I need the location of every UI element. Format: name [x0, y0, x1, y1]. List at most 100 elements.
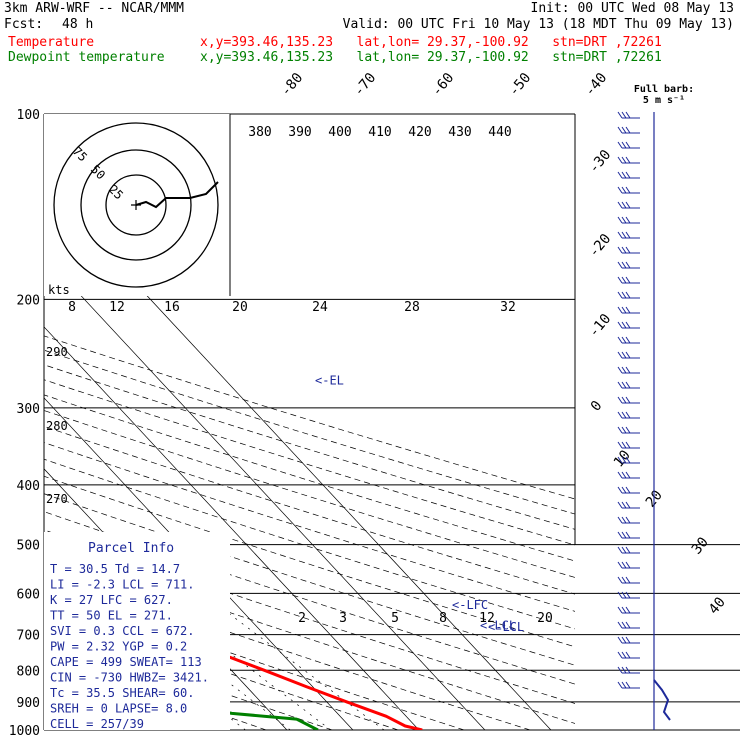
- mixing-ratio-label: 3: [339, 611, 347, 626]
- isotherm-label: 30: [689, 534, 712, 557]
- mixing-ratio-label: 12: [479, 611, 495, 626]
- parcel-info-row: LI = -2.3 LCL = 711.: [50, 578, 195, 592]
- barb-flag: [617, 276, 623, 284]
- hodograph-scale-tick: 28: [404, 300, 420, 315]
- barb-flag: [621, 111, 627, 119]
- dry-adiabat: [44, 442, 575, 612]
- barb-flag: [621, 126, 627, 134]
- barb-flag: [625, 561, 631, 569]
- hodograph-trace: [135, 181, 219, 209]
- barb-flag: [621, 681, 627, 689]
- barb-flag: [621, 636, 627, 644]
- isotherm-label: 40: [706, 594, 729, 617]
- barb-flag: [625, 576, 631, 584]
- hodograph-ring: [80, 149, 192, 261]
- barb-flag: [621, 156, 627, 164]
- barb-flag: [617, 411, 623, 419]
- barb-flag: [625, 471, 631, 479]
- barb-flag: [625, 411, 631, 419]
- barb-flag: [625, 381, 631, 389]
- barb-flag: [625, 261, 631, 269]
- barb-flag: [617, 426, 623, 434]
- barb-flag: [617, 441, 623, 449]
- barb-flag: [617, 306, 623, 314]
- parcel-info-panel: Parcel Info T = 30.5 Td = 14.7 LI = -2.3 …: [44, 532, 230, 731]
- wind-barbs: [617, 111, 671, 730]
- wind-barb: [617, 636, 640, 644]
- barb-flag: [617, 591, 623, 599]
- isotherm: [44, 397, 354, 730]
- isotherm-label: -70: [351, 70, 380, 100]
- barb-flag: [617, 531, 623, 539]
- barb-flag: [621, 261, 627, 269]
- wind-barb: [617, 471, 640, 479]
- parcel-info-row: TT = 50 EL = 271.: [50, 609, 173, 623]
- wind-barb: [617, 156, 640, 164]
- barb-flag: [621, 501, 627, 509]
- barb-flag: [621, 621, 627, 629]
- parcel-level-marker: <-LCL: [480, 619, 516, 633]
- wind-barb: [617, 261, 640, 269]
- barb-flag: [625, 531, 631, 539]
- temperature-trace: [44, 578, 423, 730]
- barb-flag: [621, 246, 627, 254]
- hodograph-scale-tick: 20: [232, 300, 248, 315]
- isotherm-label: -10: [586, 311, 615, 341]
- valid-time: Valid: 00 UTC Fri 10 May 13 (18 MDT Thu …: [342, 17, 734, 32]
- dry-adiabat: [44, 425, 575, 595]
- isotherm: [44, 255, 486, 730]
- barb-flag: [621, 291, 627, 299]
- barb-flag: [625, 666, 631, 674]
- parcel-info-row: CAPE = 499 SWEAT= 113: [50, 655, 202, 669]
- surface-wind-barbs: [653, 679, 671, 721]
- barb-flag: [625, 486, 631, 494]
- barb-flag: [625, 546, 631, 554]
- barb-flag: [617, 291, 623, 299]
- legend-temperature-info: x,y=393.46,135.23 lat,lon= 29.37,-100.92…: [200, 35, 662, 50]
- wind-barb: [617, 546, 640, 554]
- barb-flag: [621, 456, 627, 464]
- barb-flag: [617, 636, 623, 644]
- parcel-info-title: Parcel Info: [88, 541, 174, 556]
- barb-flag: [617, 561, 623, 569]
- mixing-ratio-label: 2: [298, 611, 306, 626]
- barb-flag: [621, 216, 627, 224]
- parcel-info-row: CIN = -730 HWBZ= 3421.: [50, 671, 209, 685]
- pressure-tick-100: 100: [17, 108, 40, 123]
- parcel-level-marker: <-LCL: [488, 620, 524, 634]
- barb-flag: [617, 516, 623, 524]
- barb-flag: [625, 396, 631, 404]
- barb-flag: [625, 336, 631, 344]
- wind-barb: [617, 336, 640, 344]
- wind-barb: [617, 531, 640, 539]
- parcel-level-marker: <-EL: [315, 374, 344, 388]
- theta-e-label: 390: [288, 125, 311, 140]
- theta-e-label: 380: [248, 125, 271, 140]
- dry-adiabat: [44, 567, 531, 730]
- barb-flag: [617, 651, 623, 659]
- barb-flag: [621, 306, 627, 314]
- wind-barb: [617, 456, 640, 464]
- isotherm-label: -80: [278, 70, 307, 100]
- barb-flag: [617, 546, 623, 554]
- pressure-tick-600: 600: [17, 587, 40, 602]
- hodograph-axis-label: kts: [48, 283, 70, 297]
- hodograph-scale-tick: 12: [109, 300, 125, 315]
- hodograph-scale-tick: 16: [164, 300, 180, 315]
- barb-flag: [621, 606, 627, 614]
- hodograph-ring: [105, 174, 167, 236]
- barb-flag: [617, 606, 623, 614]
- wind-barb: [617, 111, 640, 119]
- wind-barb: [617, 501, 640, 509]
- wind-barb: [617, 516, 640, 524]
- wind-barb: [617, 201, 640, 209]
- barb-flag: [617, 231, 623, 239]
- wind-barb: [617, 186, 640, 194]
- forecast-label: Fcst:: [4, 17, 44, 32]
- barb-flag: [625, 141, 631, 149]
- wind-barb: [617, 246, 640, 254]
- barb-flag: [625, 126, 631, 134]
- barb-flag: [621, 276, 627, 284]
- pressure-tick-900: 900: [17, 696, 40, 711]
- barb-flag: [617, 186, 623, 194]
